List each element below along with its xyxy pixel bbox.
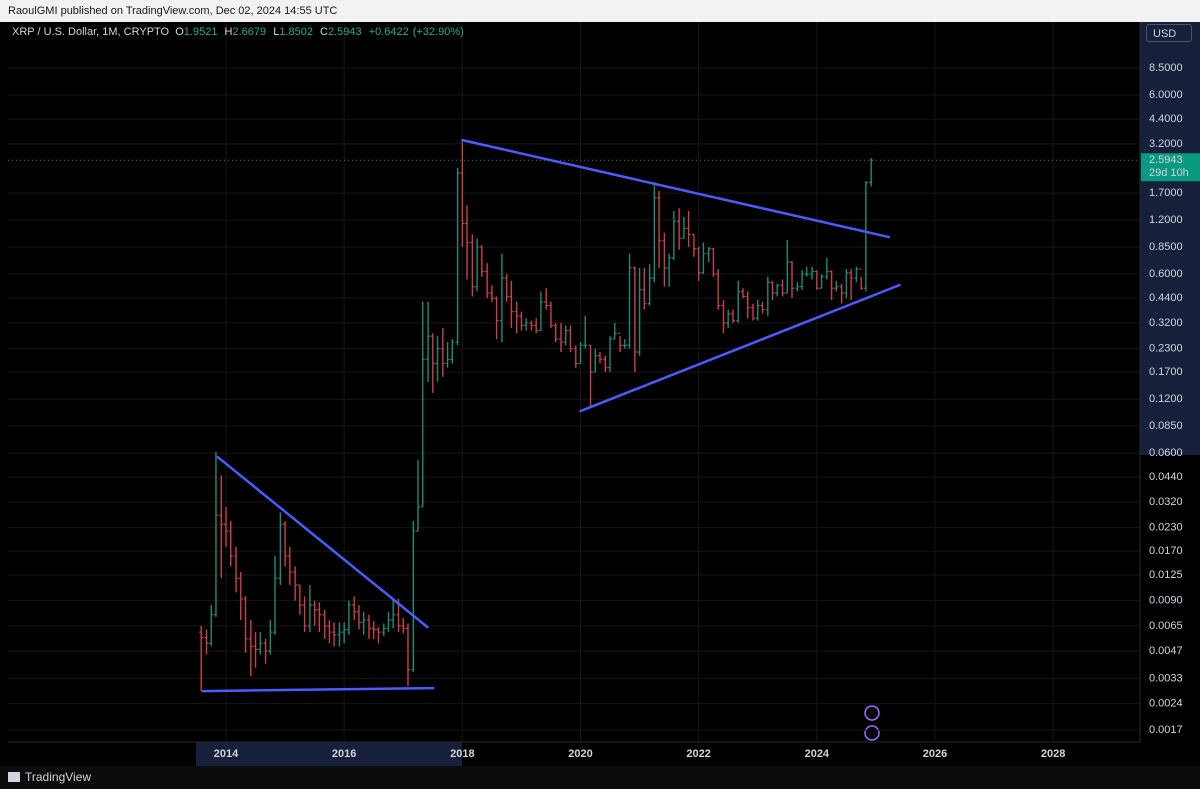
y-tick-label: 0.2300: [1149, 343, 1183, 355]
ohlc-key: C: [320, 26, 328, 38]
y-tick-label: 3.2000: [1149, 138, 1183, 150]
ohlc-value: 2.6679: [232, 26, 267, 38]
x-tick-label: 2028: [1041, 748, 1065, 760]
y-tick-label: 0.1200: [1149, 393, 1183, 405]
x-tick-label: 2014: [214, 748, 239, 760]
y-tick-label: 0.0125: [1149, 569, 1183, 581]
brand-bar: TradingView: [0, 766, 1200, 789]
trendline: [579, 283, 901, 413]
y-tick-label: 0.0320: [1149, 496, 1183, 508]
y-tick-label: 0.6000: [1149, 268, 1183, 280]
y-tick-label: 4.4000: [1149, 113, 1183, 125]
ohlc-key: O: [175, 26, 184, 38]
time-range-highlight: [196, 742, 462, 766]
background: [0, 22, 1200, 766]
brand: TradingView: [25, 770, 92, 784]
brand-logo: [8, 772, 20, 782]
ohlc-value: 1.8502: [279, 26, 313, 38]
y-tick-label: 0.0230: [1149, 522, 1183, 534]
y-tick-label: 0.0600: [1149, 447, 1183, 459]
y-tick-label: 0.0047: [1149, 645, 1183, 657]
publisher-bar: RaoulGMI published on TradingView.com, D…: [0, 0, 1200, 22]
ohlc-key: L: [273, 26, 280, 38]
y-tick-label: 0.0017: [1149, 724, 1183, 736]
y-tick-label: 0.0033: [1149, 673, 1183, 685]
y-tick-label: 0.0440: [1149, 471, 1183, 483]
y-tick-label: 0.0170: [1149, 545, 1183, 557]
y-tick-label: 0.8500: [1149, 241, 1183, 253]
x-tick-label: 2024: [805, 748, 830, 760]
x-tick-label: 2016: [332, 748, 356, 760]
publisher-note: RaoulGMI published on TradingView.com, D…: [8, 5, 338, 17]
ohlc-key: H: [224, 26, 233, 38]
y-tick-label: 0.3200: [1149, 317, 1183, 329]
last-price-label: 2.5943: [1149, 154, 1183, 166]
y-tick-label: 6.0000: [1149, 89, 1183, 101]
y-tick-label: 0.0090: [1149, 594, 1183, 606]
y-tick-label: 1.7000: [1149, 187, 1183, 199]
x-tick-label: 2020: [568, 748, 592, 760]
change-pct: (+32.90%): [412, 26, 464, 38]
event-icon[interactable]: [864, 725, 880, 741]
ohlc-value: 1.9521: [183, 26, 218, 38]
y-tick-label: 0.0065: [1149, 620, 1183, 632]
change: +0.6422: [368, 26, 409, 38]
event-icon[interactable]: [864, 705, 880, 721]
x-tick-label: 2022: [686, 748, 710, 760]
last-price-box: [1141, 153, 1200, 182]
y-tick-label: 1.2000: [1149, 214, 1183, 226]
symbol-title: XRP / U.S. Dollar, 1M, CRYPTO: [12, 26, 170, 38]
y-tick-label: 0.0024: [1149, 697, 1183, 709]
y-tick-label: 8.5000: [1149, 62, 1183, 74]
x-tick-label: 2026: [923, 748, 947, 760]
trendline: [216, 455, 429, 629]
trendline: [201, 686, 435, 693]
countdown-label: 29d 10h: [1149, 167, 1189, 179]
ohlc-value: 2.5943: [327, 26, 362, 38]
y-tick-label: 0.4400: [1149, 292, 1183, 304]
x-tick-label: 2018: [450, 748, 474, 760]
legend: XRP / U.S. Dollar, 1M, CRYPTO O1.9521 H2…: [12, 26, 468, 38]
trendline: [461, 138, 891, 239]
currency-button[interactable]: USD: [1146, 24, 1192, 42]
y-tick-label: 0.0850: [1149, 420, 1183, 432]
price-range-highlight: [1140, 22, 1200, 455]
y-tick-label: 0.1700: [1149, 366, 1183, 378]
